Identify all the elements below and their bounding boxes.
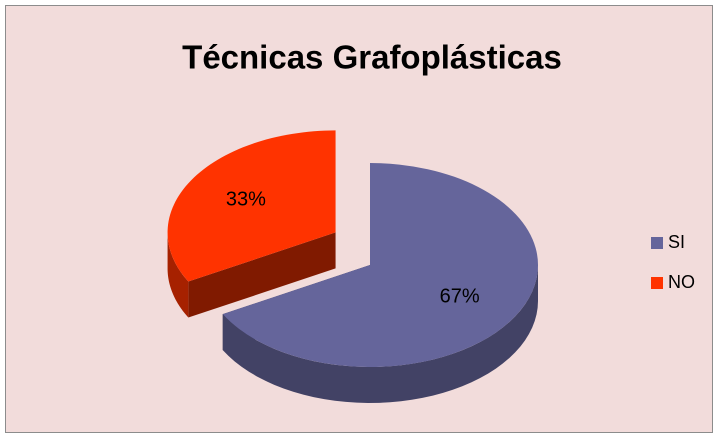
legend-swatch — [651, 277, 663, 289]
slice-side — [167, 232, 189, 318]
data-label: 33% — [226, 189, 266, 211]
slice — [167, 130, 336, 282]
slice — [222, 163, 539, 367]
chart-title: Técnicas Grafoplásticas — [182, 39, 562, 76]
data-label: 67% — [440, 285, 480, 307]
legend-label: NO — [668, 272, 695, 292]
legend-label: SI — [668, 232, 685, 252]
slice-cut-face — [188, 232, 336, 318]
slice-side — [222, 265, 539, 403]
legend-swatch — [651, 237, 663, 249]
